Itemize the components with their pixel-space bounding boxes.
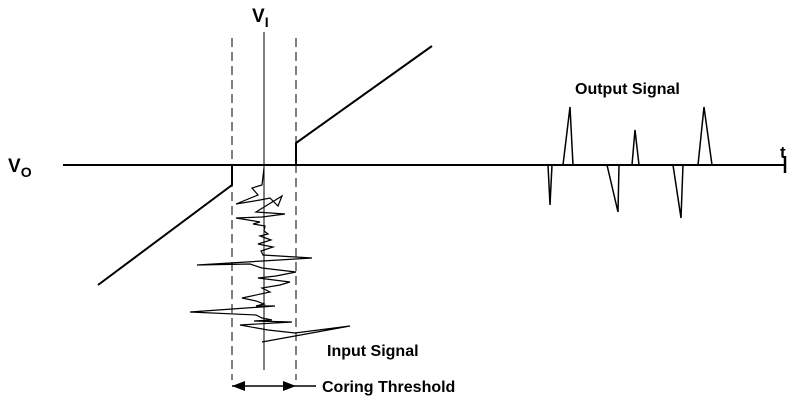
threshold-arrow-right (283, 381, 296, 391)
transfer-curve (97, 45, 433, 286)
time-axis-label: t (780, 143, 786, 162)
output-signal-label: Output Signal (575, 81, 680, 98)
threshold-arrow-left (232, 381, 245, 391)
coring-threshold-label: Coring Threshold (322, 379, 455, 396)
vi-label: VI (252, 6, 269, 30)
vo-label: VO (8, 156, 32, 180)
input-signal-waveform (189, 167, 351, 343)
input-signal-label: Input Signal (327, 343, 419, 360)
output-signal-waveform (543, 106, 713, 219)
